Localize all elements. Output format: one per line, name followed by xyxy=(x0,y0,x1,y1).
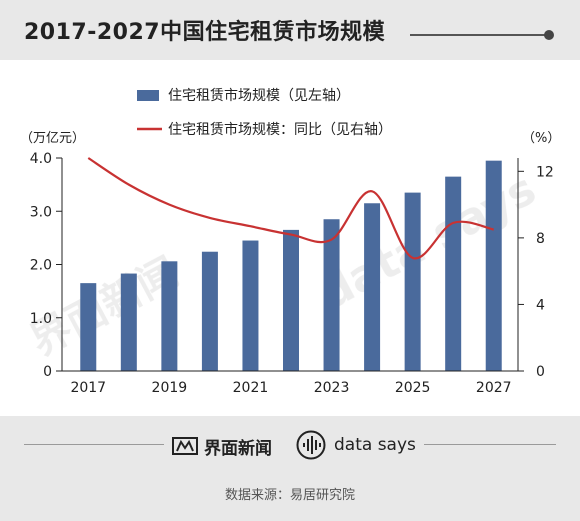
waveform-logo-icon xyxy=(296,430,326,460)
right-tick-label: 12 xyxy=(536,164,554,180)
x-tick-label: 2023 xyxy=(314,380,350,396)
bar-2019 xyxy=(161,261,178,371)
footer-rule-left xyxy=(24,444,164,445)
jiemian-logo-icon xyxy=(172,437,198,455)
bar-series xyxy=(80,160,502,371)
left-axis-unit: （万亿元） xyxy=(20,131,85,146)
right-tick-label: 8 xyxy=(536,231,545,247)
brand-jiemian: 界面新闻 xyxy=(172,434,272,459)
x-tick-label: 2027 xyxy=(476,380,512,396)
bar-2020 xyxy=(201,251,218,371)
bar-2022 xyxy=(283,229,299,371)
line-series xyxy=(87,157,494,260)
legend-line-label: 住宅租赁市场规模：同比（见右轴） xyxy=(168,121,392,138)
bar-2026 xyxy=(445,176,462,371)
bar-2021 xyxy=(242,240,259,371)
footer xyxy=(0,416,580,521)
title-dot-icon xyxy=(544,30,554,40)
data-source: 数据来源：易居研究院 xyxy=(224,488,355,503)
chart-svg: 界面新闻 data says 住宅租赁市场规模（见左轴） 住宅租赁市场规模：同比… xyxy=(20,87,560,396)
right-axis-unit: （%） xyxy=(522,131,560,146)
x-tick-label: 2021 xyxy=(233,380,269,396)
brand-jiemian-text: 界面新闻 xyxy=(204,438,272,459)
left-tick-label: 4.0 xyxy=(30,151,52,167)
bar-2018 xyxy=(120,273,137,371)
legend-bar-swatch xyxy=(137,90,159,101)
left-tick-label: 3.0 xyxy=(30,204,52,220)
left-tick-label: 1.0 xyxy=(30,311,52,327)
legend: 住宅租赁市场规模（见左轴） 住宅租赁市场规模：同比（见右轴） xyxy=(137,87,392,138)
watermark-text-right: data says xyxy=(311,164,544,320)
x-tick-label: 2017 xyxy=(70,380,106,396)
footer-rule-right xyxy=(424,444,556,445)
bar-2025 xyxy=(404,192,421,371)
x-axis: 2017 2019 2021 2023 2025 2027 xyxy=(62,370,518,396)
header-bar: 2017-2027中国住宅租赁市场规模 xyxy=(0,0,580,60)
brand-datasays: data says xyxy=(296,430,416,460)
right-tick-label: 4 xyxy=(536,297,545,313)
x-tick-label: 2025 xyxy=(395,380,431,396)
chart-title: 2017-2027中国住宅租赁市场规模 xyxy=(24,20,386,45)
left-axis: 0 1.0 2.0 3.0 4.0 xyxy=(30,151,63,380)
legend-bar-label: 住宅租赁市场规模（见左轴） xyxy=(168,87,350,104)
left-tick-label: 2.0 xyxy=(30,258,52,274)
yoy-growth-line xyxy=(87,157,494,260)
bar-2027 xyxy=(485,160,502,371)
x-tick-label: 2019 xyxy=(152,380,188,396)
right-axis: 0 4 8 12 xyxy=(517,158,554,380)
left-tick-label: 0 xyxy=(43,364,52,380)
brand-datasays-text: data says xyxy=(334,435,416,455)
bar-2017 xyxy=(80,283,97,371)
right-tick-label: 0 xyxy=(536,364,545,380)
bar-2023 xyxy=(323,219,340,371)
bar-2024 xyxy=(364,203,381,371)
title-rule-line xyxy=(410,34,546,36)
